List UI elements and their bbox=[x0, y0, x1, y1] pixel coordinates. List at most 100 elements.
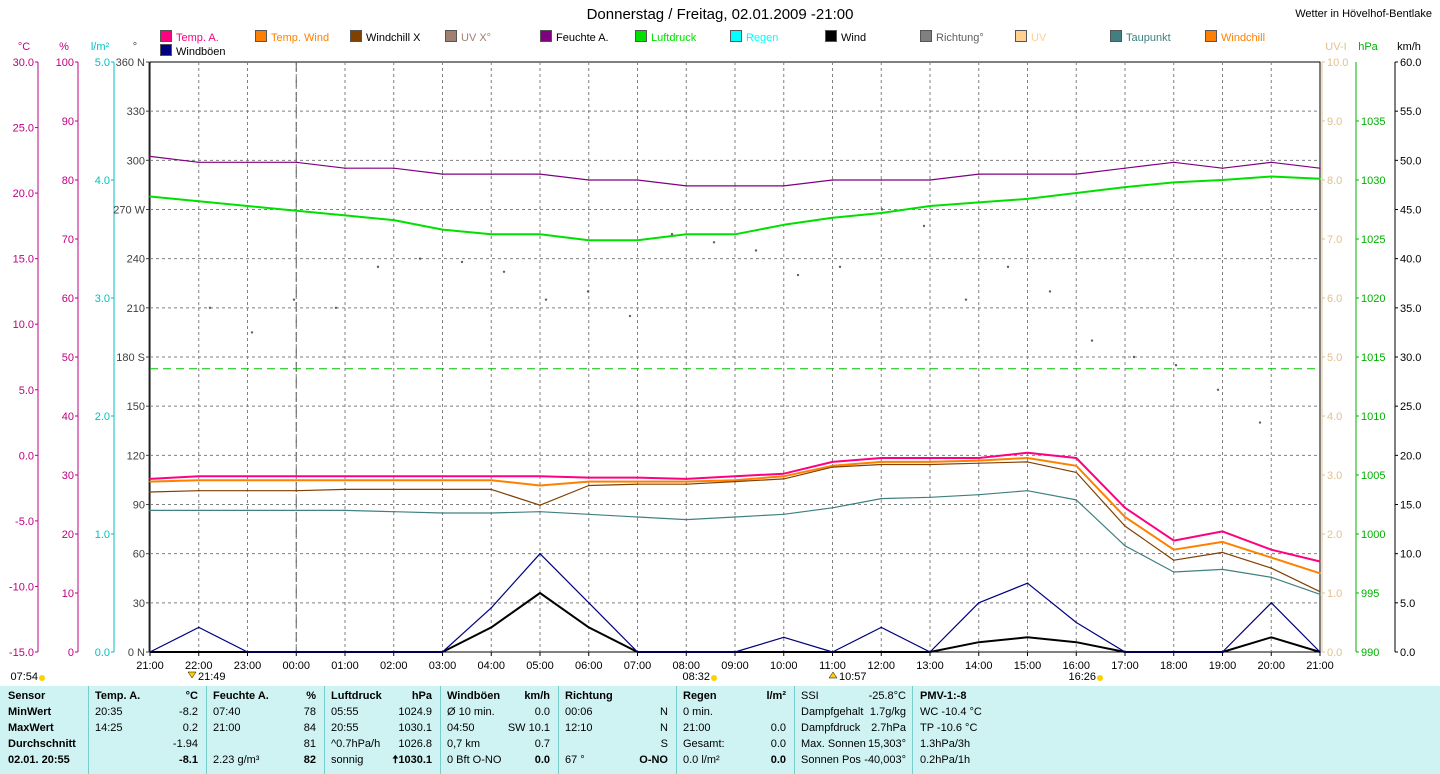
data-point-luftdruck bbox=[197, 200, 200, 203]
data-point-feuchte-a bbox=[782, 185, 785, 187]
direction-point bbox=[334, 306, 338, 310]
stat-value: 0.7 bbox=[534, 738, 550, 750]
pmv-value: 1.3hPa/3h bbox=[920, 738, 971, 750]
uv-axis-tick-label: 6.0 bbox=[1327, 293, 1342, 305]
data-point-luftdruck bbox=[782, 224, 785, 226]
pressure-axis-tick-label: 1035 bbox=[1361, 116, 1385, 128]
data-point-luftdruck bbox=[490, 233, 493, 236]
data-point-temp-wind bbox=[587, 480, 590, 483]
radiation-axis-tick-label: 0.0 bbox=[95, 647, 110, 659]
direction-axis-tick-label: 120 bbox=[127, 450, 145, 462]
direction-point bbox=[754, 249, 758, 252]
data-point-temp-a bbox=[441, 475, 444, 478]
section-unit: l/m² bbox=[766, 690, 786, 702]
section-header: Regen bbox=[683, 690, 717, 702]
pressure-axis-tick-label: 1015 bbox=[1361, 352, 1385, 364]
data-point-luftdruck bbox=[1172, 181, 1175, 184]
uv-axis-tick-label: 5.0 bbox=[1327, 352, 1342, 364]
data-point-temp-a bbox=[149, 478, 151, 480]
direction-axis-tick-label: 90 bbox=[133, 500, 145, 512]
data-point-windb-en bbox=[1075, 621, 1078, 624]
humidity-axis-tick-label: 60 bbox=[62, 293, 74, 305]
data-point-temp-a bbox=[539, 475, 541, 478]
data-point-windchill bbox=[831, 466, 834, 468]
data-point-taupunkt bbox=[539, 510, 541, 513]
data-point-taupunkt bbox=[831, 506, 834, 509]
row-label-avg: Durchschnitt bbox=[8, 738, 76, 750]
tick-label-x: 01:00 bbox=[331, 660, 359, 672]
direction-axis-tick-label: 300 bbox=[127, 155, 145, 167]
data-point-taupunkt bbox=[1026, 489, 1029, 492]
data-point-wind bbox=[880, 651, 883, 653]
data-point-wind bbox=[1075, 641, 1078, 643]
wind-axis-tick-label: 35.0 bbox=[1400, 303, 1421, 315]
pressure-axis-tick-label: 1010 bbox=[1361, 411, 1385, 423]
data-point-temp-a bbox=[685, 478, 688, 480]
direction-axis-unit: ° bbox=[133, 41, 137, 53]
data-point-windb-en bbox=[880, 626, 883, 629]
humidity-axis-tick-label: 80 bbox=[62, 175, 74, 187]
temp-axis-tick-label: 10.0 bbox=[13, 319, 34, 331]
wind-axis-tick-label: 25.0 bbox=[1400, 401, 1421, 413]
data-point-luftdruck bbox=[734, 233, 736, 236]
pressure-axis-tick-label: 995 bbox=[1361, 588, 1379, 600]
data-point-luftdruck bbox=[344, 214, 346, 217]
direction-point bbox=[208, 306, 212, 310]
data-point-temp-wind bbox=[929, 461, 931, 463]
humidity-axis-tick-label: 10 bbox=[62, 588, 74, 600]
wind-axis-tick-label: 10.0 bbox=[1400, 549, 1421, 561]
data-point-windchill bbox=[734, 480, 736, 483]
data-point-temp-a bbox=[392, 475, 395, 478]
stat-value: N bbox=[660, 706, 668, 718]
stat-label: Ø 10 min. bbox=[447, 706, 495, 718]
data-point-temp-wind bbox=[1124, 516, 1126, 518]
data-point-feuchte-a bbox=[734, 185, 736, 187]
data-point-windb-en bbox=[1172, 651, 1175, 653]
data-point-windb-en bbox=[1270, 602, 1273, 604]
uv-axis-tick-label: 8.0 bbox=[1327, 175, 1342, 187]
tick-label-x: 09:00 bbox=[721, 660, 749, 672]
data-point-temp-a bbox=[977, 457, 980, 459]
data-point-windchill bbox=[344, 488, 346, 491]
pmv-value: TP -10.6 °C bbox=[920, 722, 978, 734]
data-point-temp-a bbox=[782, 472, 785, 475]
humidity-axis-tick-label: 70 bbox=[62, 234, 74, 246]
data-point-temp-wind bbox=[149, 480, 151, 483]
data-point-taupunkt bbox=[149, 509, 151, 512]
data-point-luftdruck bbox=[539, 233, 541, 236]
data-point-luftdruck bbox=[636, 239, 639, 241]
data-point-temp-a bbox=[490, 475, 493, 478]
data-point-feuchte-a bbox=[1270, 161, 1273, 164]
temp-axis-tick-label: 5.0 bbox=[19, 385, 34, 397]
pressure-axis-tick-label: 1030 bbox=[1361, 175, 1385, 187]
data-point-windchill bbox=[636, 483, 639, 485]
legend-item: Windböen bbox=[160, 44, 226, 58]
temp-axis-tick-label: 20.0 bbox=[13, 188, 34, 200]
data-point-feuchte-a bbox=[1026, 173, 1029, 175]
data-point-taupunkt bbox=[1124, 545, 1126, 547]
data-point-temp-wind bbox=[392, 479, 395, 482]
wind-axis-tick-label: 0.0 bbox=[1400, 647, 1415, 659]
tick-label-x: 14:00 bbox=[965, 660, 993, 672]
legend-label: Richtung° bbox=[936, 32, 984, 44]
section-unit: km/h bbox=[524, 690, 550, 702]
legend-label: Luftdruck bbox=[651, 32, 697, 44]
tick-label-x: 15:00 bbox=[1014, 660, 1042, 672]
wind-axis-tick-label: 50.0 bbox=[1400, 155, 1421, 167]
data-point-temp-a bbox=[831, 461, 834, 463]
tick-label-x: 23:00 bbox=[234, 660, 262, 672]
data-point-windb-en bbox=[246, 651, 249, 653]
stat-value: 1024.9 bbox=[398, 706, 432, 718]
radiation-axis-tick-label: 4.0 bbox=[95, 175, 110, 187]
data-point-windchill bbox=[392, 488, 395, 491]
data-point-feuchte-a bbox=[344, 167, 346, 169]
direction-point bbox=[376, 265, 380, 269]
misc-label: Max. Sonnen bbox=[801, 738, 866, 750]
stat-value: 🠅1030.1 bbox=[392, 754, 432, 766]
data-point-windb-en bbox=[782, 636, 785, 639]
weather-chart: 21:00 22:00 23:00 00:00 01:00 02:00 03:00 04:00… bbox=[9, 41, 1422, 683]
direction-axis-tick-label: 270 W bbox=[113, 205, 145, 217]
data-point-temp-wind bbox=[295, 479, 298, 482]
legend-label: Feuchte A. bbox=[556, 32, 609, 44]
direction-axis-tick-label: 60 bbox=[133, 549, 145, 561]
